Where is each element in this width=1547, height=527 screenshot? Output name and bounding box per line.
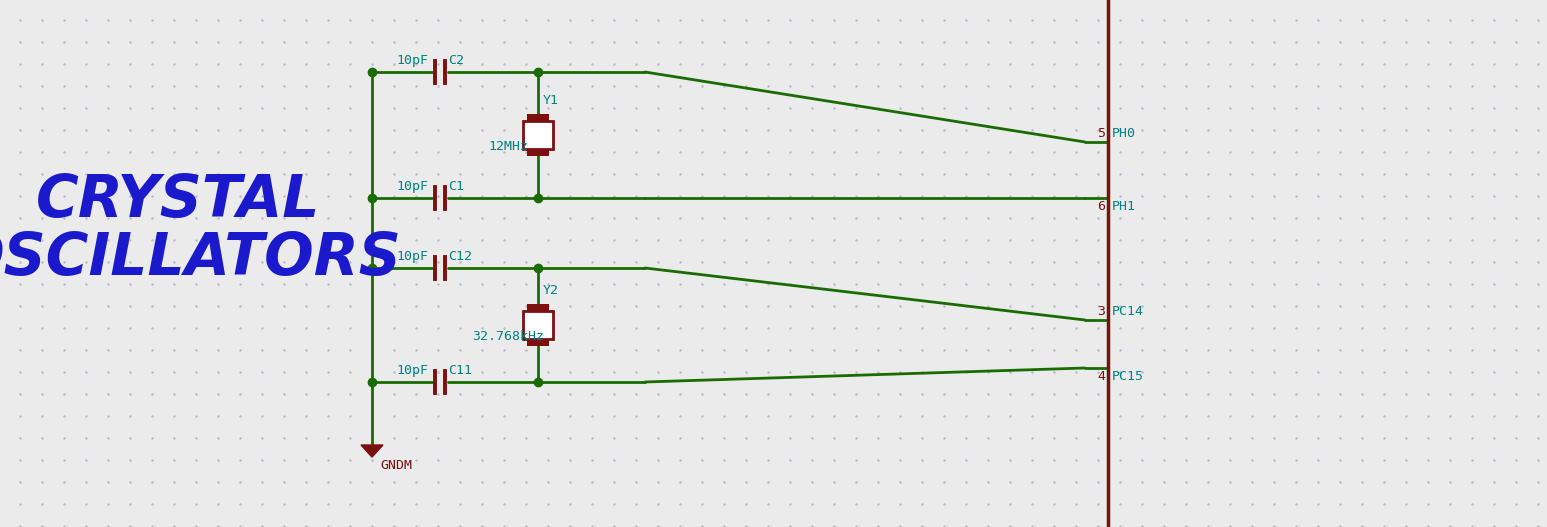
Text: PH0: PH0 [1112,127,1135,140]
Text: Y2: Y2 [543,284,558,297]
Text: 10pF: 10pF [396,54,429,67]
Text: PC15: PC15 [1112,370,1143,383]
Text: PH1: PH1 [1112,200,1135,213]
Text: C11: C11 [449,364,472,377]
Text: C2: C2 [449,54,464,67]
Text: PC14: PC14 [1112,305,1143,318]
Text: 10pF: 10pF [396,364,429,377]
Bar [523,121,552,149]
Text: 10pF: 10pF [396,250,429,263]
Text: OSCILLATORS: OSCILLATORS [0,229,401,287]
Polygon shape [360,445,384,457]
Text: CRYSTAL: CRYSTAL [36,171,320,229]
Text: 32.768kHz: 32.768kHz [472,330,545,343]
Text: Y1: Y1 [543,94,558,107]
Text: 4: 4 [1097,370,1105,383]
Text: 6: 6 [1097,200,1105,213]
Text: GNDM: GNDM [381,459,412,472]
Bar [528,304,549,311]
Text: C12: C12 [449,250,472,263]
Bar [528,149,549,156]
Bar [523,311,552,339]
Text: 10pF: 10pF [396,180,429,193]
Text: 3: 3 [1097,305,1105,318]
Bar [528,114,549,121]
Text: C1: C1 [449,180,464,193]
Text: 12MHz: 12MHz [487,140,528,153]
Text: 5: 5 [1097,127,1105,140]
Bar [528,339,549,346]
